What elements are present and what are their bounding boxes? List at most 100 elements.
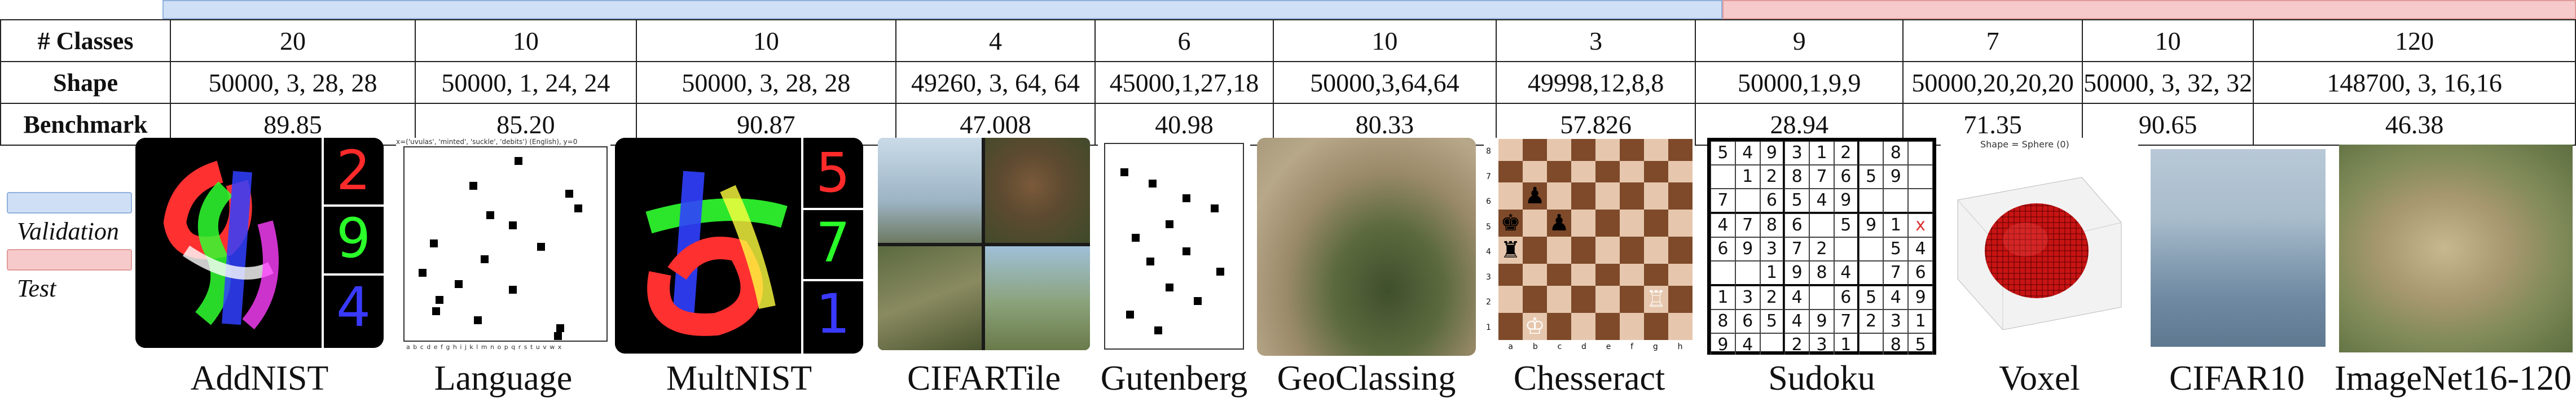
chess-square [1620,210,1644,237]
chess-square: ♟ [1547,210,1571,237]
sudoku-cell: 3 [1809,333,1834,355]
chess-square [1668,182,1693,210]
chess-square [1523,286,1547,313]
chess-square [1523,210,1547,237]
sudoku-cell: 4 [1908,237,1933,261]
chess-square [1620,264,1644,286]
sudoku-cell [1834,237,1859,261]
chess-square [1620,237,1644,264]
sudoku-cell: 7 [1834,310,1859,333]
sudoku-cell: 6 [1760,189,1785,213]
sudoku-cell: 6 [1735,310,1760,333]
table-cell-shape: 148700, 3, 16,16 [2253,61,2576,104]
geoclassing-name: GeoClassing [1277,359,1456,398]
gutenberg-sample-image [1098,138,1250,355]
voxel-sample-image: Shape = Sphere (0) [1941,138,2138,355]
chess-square [1644,264,1668,286]
language-x-axis: a b c d e f g h i j k l m n o p q r s t … [406,343,562,351]
sudoku-cell [1858,261,1884,286]
table-cell-shape: 50000,20,20,20 [1902,61,2083,104]
chess-file-label: g [1652,342,1658,351]
table-cell-classes: 10 [635,19,896,62]
table-cell-classes: 3 [1495,19,1696,62]
sudoku-cell [1809,213,1834,237]
sudoku-cell: 8 [1784,165,1810,189]
test-swatch [7,249,132,271]
sudoku-cell: 4 [1735,333,1760,355]
table-cell-classes: 20 [170,19,416,62]
sudoku-cell [1908,165,1933,189]
sudoku-cell: 4 [1784,286,1810,310]
chess-square [1595,210,1620,237]
sudoku-cell: 6 [1834,165,1859,189]
sudoku-cell: 1 [1735,165,1760,189]
chess-file-label: c [1557,342,1562,351]
sudoku-cell: 9 [1834,189,1859,213]
chess-square [1571,237,1595,264]
sudoku-cell [1858,141,1884,165]
chess-rank-labels: 8 7 6 5 4 3 2 1 [1486,139,1496,340]
chess-square [1644,160,1668,183]
chess-square: ♚ [1498,210,1523,237]
sudoku-cell: 3 [1760,237,1785,261]
chess-square [1668,286,1693,313]
addnist-digit-1: 2 [336,139,371,202]
cifartile-sample-image [878,138,1090,350]
sudoku-cell: 8 [1711,310,1735,333]
table-cell-shape: 50000,3,64,64 [1272,61,1497,104]
chess-square [1644,313,1668,340]
addnist-digit-2: 9 [336,207,371,270]
validation-label: Validation [17,217,119,245]
sudoku-cell: 9 [1809,310,1834,333]
chess-square [1644,237,1668,264]
chess-square [1644,139,1668,161]
dataset-metadata-table: # Classes 20 10 10 4 6 10 3 9 7 10 120 Shape 50000, 3… [0,19,2576,146]
sudoku-cell: 7 [1784,237,1810,261]
chess-file-label: h [1677,342,1683,351]
chesseract-name: Chesseract [1513,359,1665,398]
sudoku-cell [1858,237,1884,261]
chess-square [1571,210,1595,237]
sudoku-cell: 8 [1760,213,1785,237]
table-cell-classes: 4 [895,19,1096,62]
chess-square [1547,182,1571,210]
table-cell-shape: 49260, 3, 64, 64 [895,61,1096,104]
table-cell-classes: 120 [2253,19,2576,62]
sudoku-cell: 1 [1834,333,1859,355]
chess-square [1547,264,1571,286]
sudoku-cell: 7 [1735,213,1760,237]
multnist-digit-composite [615,138,863,354]
multnist-digit-2: 7 [816,211,851,274]
sudoku-cell: 7 [1883,261,1909,286]
sudoku-cell: 1 [1883,213,1909,237]
geoclassing-sample-image [1257,138,1476,356]
sudoku-cell: 4 [1834,261,1859,286]
sudoku-cell: 4 [1809,189,1834,213]
sudoku-cell: 5 [1784,189,1810,213]
chess-square [1523,237,1547,264]
sudoku-cell: 2 [1834,141,1859,165]
table-cell-shape: 45000,1,27,18 [1094,61,1274,104]
sudoku-cell [1735,189,1760,213]
table-cell-classes: 9 [1695,19,1904,62]
sudoku-cell: 6 [1908,261,1933,286]
chess-square [1620,139,1644,161]
chess-square: ♖ [1644,286,1668,313]
sudoku-cell: 2 [1760,165,1785,189]
sudoku-cell [1760,333,1785,355]
addnist-sample-image: 2 9 4 [135,138,384,348]
chess-square [1571,286,1595,313]
sudoku-cell: 3 [1883,310,1909,333]
sudoku-cell [1883,189,1909,213]
chess-rank-label: 4 [1486,247,1491,257]
table-cell-classes: 6 [1094,19,1274,62]
chess-square [1644,210,1668,237]
sudoku-cell [1735,261,1760,286]
sudoku-cell: 6 [1834,286,1859,310]
chess-square [1547,160,1571,183]
addnist-digit-3: 4 [336,276,371,339]
sudoku-cell: 1 [1711,286,1735,310]
cifartile-tile-deer-2 [878,246,982,350]
